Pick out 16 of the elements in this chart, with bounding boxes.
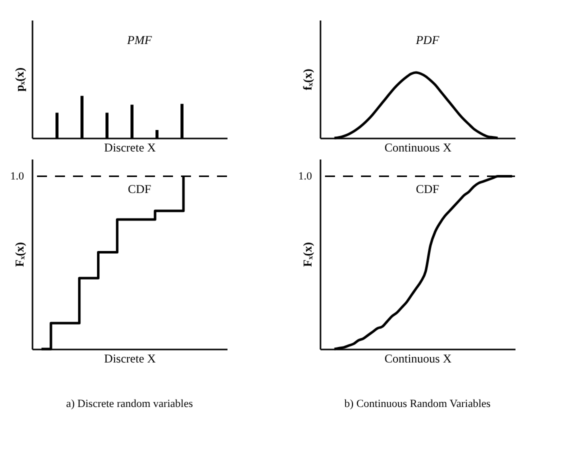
- ref-line-label: 1.0: [298, 170, 312, 182]
- y-axis-title: Fₓ(x): [12, 242, 26, 267]
- text: b) Continuous Random Variables: [344, 398, 491, 410]
- y-axis-title: fₓ(x): [300, 68, 314, 90]
- x-axis-title: Continuous X: [384, 352, 452, 366]
- x-axis-title: Discrete X: [104, 352, 156, 366]
- text: a) Discrete random variables: [66, 398, 193, 410]
- text: CDF: [416, 182, 440, 196]
- chart-title: PDF: [414, 33, 440, 47]
- y-axis-title: Fₓ(x): [300, 242, 314, 267]
- text: CDF: [128, 182, 152, 196]
- ref-line-label: 1.0: [10, 170, 24, 182]
- y-axis-title: pₓ(x): [12, 67, 26, 92]
- x-axis-title: Continuous X: [384, 140, 452, 154]
- chart-title: PMF: [126, 33, 152, 47]
- x-axis-title: Discrete X: [104, 140, 156, 154]
